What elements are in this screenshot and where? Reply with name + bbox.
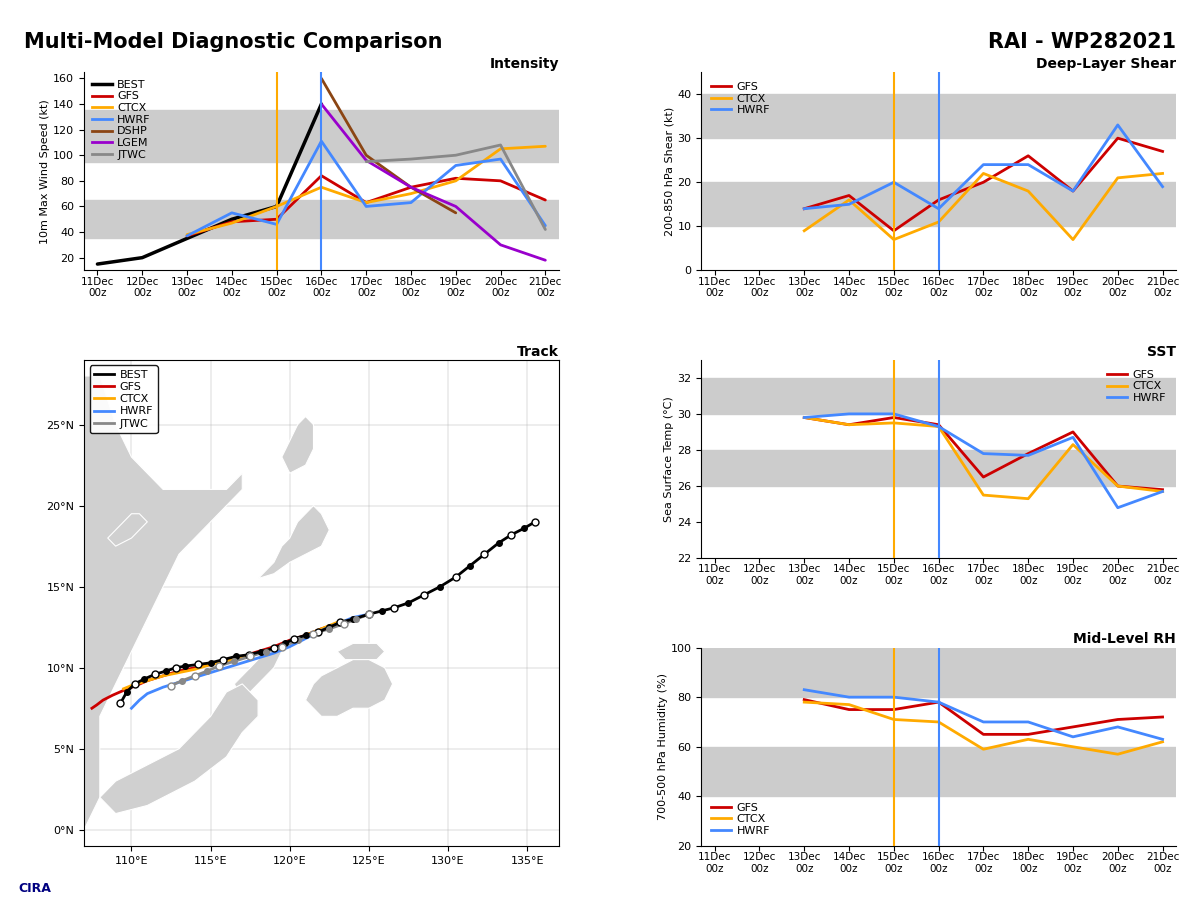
Bar <box>701 450 1176 486</box>
Y-axis label: Sea Surface Temp (°C): Sea Surface Temp (°C) <box>665 396 674 522</box>
Legend: GFS, CTCX, HWRF: GFS, CTCX, HWRF <box>1103 365 1170 408</box>
Bar <box>84 111 559 162</box>
Bar <box>701 647 1176 698</box>
Legend: GFS, CTCX, HWRF: GFS, CTCX, HWRF <box>707 798 775 841</box>
Bar <box>701 94 1176 139</box>
Y-axis label: 200-850 hPa Shear (kt): 200-850 hPa Shear (kt) <box>665 106 674 236</box>
Text: Deep-Layer Shear: Deep-Layer Shear <box>1036 57 1176 71</box>
Text: SST: SST <box>1147 345 1176 358</box>
Bar <box>701 747 1176 796</box>
Bar <box>701 378 1176 414</box>
Legend: GFS, CTCX, HWRF: GFS, CTCX, HWRF <box>707 77 775 120</box>
Bar <box>84 200 559 239</box>
Text: Track: Track <box>517 345 559 358</box>
Text: Intensity: Intensity <box>490 57 559 71</box>
Y-axis label: 10m Max Wind Speed (kt): 10m Max Wind Speed (kt) <box>41 99 50 244</box>
Text: RAI - WP282021: RAI - WP282021 <box>988 32 1176 51</box>
Y-axis label: 700-500 hPa Humidity (%): 700-500 hPa Humidity (%) <box>658 673 667 820</box>
Text: Mid-Level RH: Mid-Level RH <box>1073 633 1176 646</box>
Legend: BEST, GFS, CTCX, HWRF, JTWC: BEST, GFS, CTCX, HWRF, JTWC <box>90 365 157 433</box>
Text: CIRA: CIRA <box>18 883 50 896</box>
Text: Multi-Model Diagnostic Comparison: Multi-Model Diagnostic Comparison <box>24 32 443 51</box>
Legend: BEST, GFS, CTCX, HWRF, DSHP, LGEM, JTWC: BEST, GFS, CTCX, HWRF, DSHP, LGEM, JTWC <box>90 77 154 162</box>
Bar <box>701 183 1176 227</box>
